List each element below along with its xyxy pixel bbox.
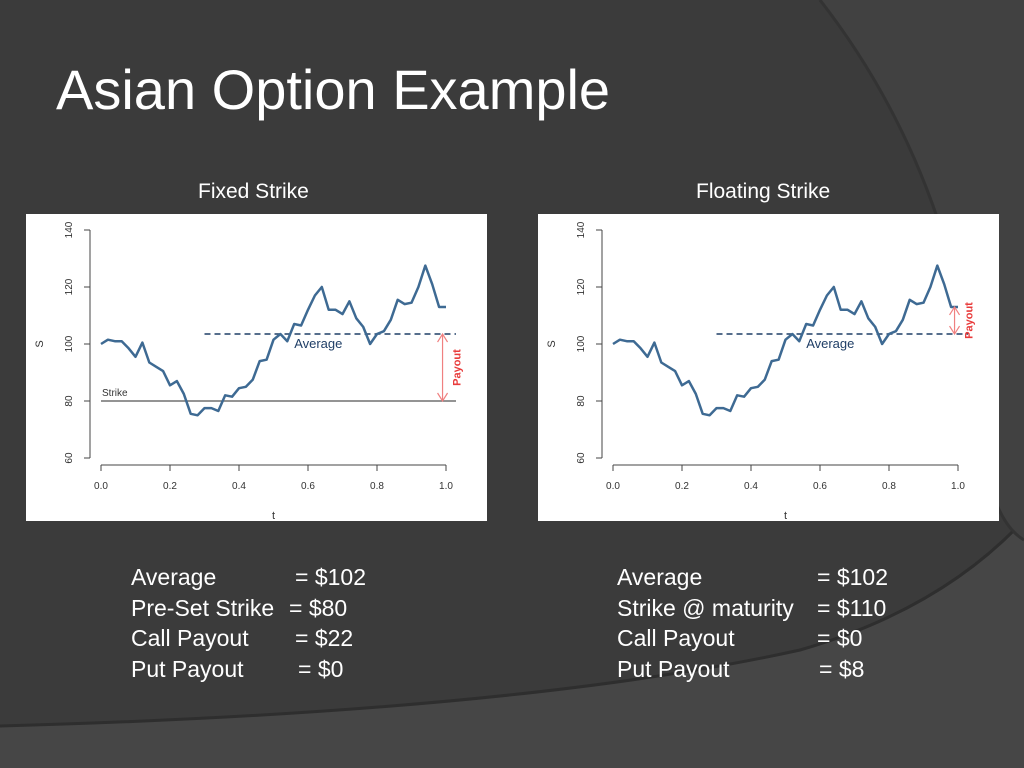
y-axis-label: S [546,340,558,347]
payout-arrow-head-top [949,305,961,316]
slide-title: Asian Option Example [56,58,611,121]
x-tick-label: 0.2 [675,481,689,492]
price-path-line [612,264,958,417]
x-tick-label: 1.0 [439,481,453,492]
strike-label: Strike [102,388,128,399]
x-tick-label: 0.0 [606,481,620,492]
floating-strike-heading: Floating Strike [696,180,831,203]
summary-value: = $0 [817,625,863,651]
payout-arrow-head-bottom [437,392,449,403]
summary-label: Put Payout [617,655,730,682]
y-tick-label: 100 [576,335,587,352]
price-path-line [100,264,446,417]
summary-value: = $80 [289,594,348,621]
summary-label: Average [617,564,703,590]
y-tick-label: 120 [64,278,75,295]
summary-value: = $8 [819,655,865,682]
summary-value: = $102 [817,564,888,590]
summary-value: = $22 [295,625,354,651]
y-axis-label: S [34,340,46,347]
fixed-strike-heading: Fixed Strike [198,180,309,203]
summary-value: = $0 [298,655,344,682]
summary-label: Strike @ maturity [617,594,794,621]
fixed-strike-chart-panel: 0.0 0.2 0.4 0.6 0.8 1.0 t 60 80 100 120 140 S Strike A… [26,214,487,521]
x-tick-label: 0.4 [744,481,758,492]
payout-label: Payout [452,349,464,386]
payout-label: Payout [964,302,976,339]
x-tick-label: 1.0 [951,481,965,492]
y-tick-label: 140 [576,221,587,238]
y-tick-label: 60 [576,452,587,464]
y-tick-label: 80 [64,395,75,407]
summary-label: Average [131,564,217,590]
x-axis-label: t [272,510,275,521]
fixed-strike-chart: 0.0 0.2 0.4 0.6 0.8 1.0 t 60 80 100 120 140 S Strike A… [34,221,464,521]
summary-label: Call Payout [617,625,735,651]
average-label: Average [806,336,854,351]
x-tick-label: 0.8 [882,481,896,492]
x-tick-label: 0.2 [163,481,177,492]
floating-strike-chart-panel: 0.0 0.2 0.4 0.6 0.8 1.0 t 60 80 100 120 140 S Average… [538,214,999,521]
summary-value: = $102 [295,564,366,590]
floating-strike-chart: 0.0 0.2 0.4 0.6 0.8 1.0 t 60 80 100 120 140 S Average… [546,221,976,521]
y-tick-label: 80 [576,395,587,407]
summary-label: Put Payout [131,655,244,682]
y-tick-label: 140 [64,221,75,238]
x-tick-label: 0.0 [94,481,108,492]
x-tick-label: 0.6 [301,481,315,492]
summary-label: Pre-Set Strike [131,594,275,621]
y-tick-label: 100 [64,335,75,352]
x-tick-label: 0.6 [813,481,827,492]
x-tick-label: 0.4 [232,481,246,492]
payout-arrow-head-bottom [949,325,961,336]
y-tick-label: 120 [576,278,587,295]
y-tick-label: 60 [64,452,75,464]
summary-label: Call Payout [131,625,249,651]
x-axis-label: t [784,510,787,521]
average-label: Average [294,336,342,351]
summary-value: = $110 [817,594,887,621]
payout-arrow-head-top [437,332,449,343]
x-tick-label: 0.8 [370,481,384,492]
